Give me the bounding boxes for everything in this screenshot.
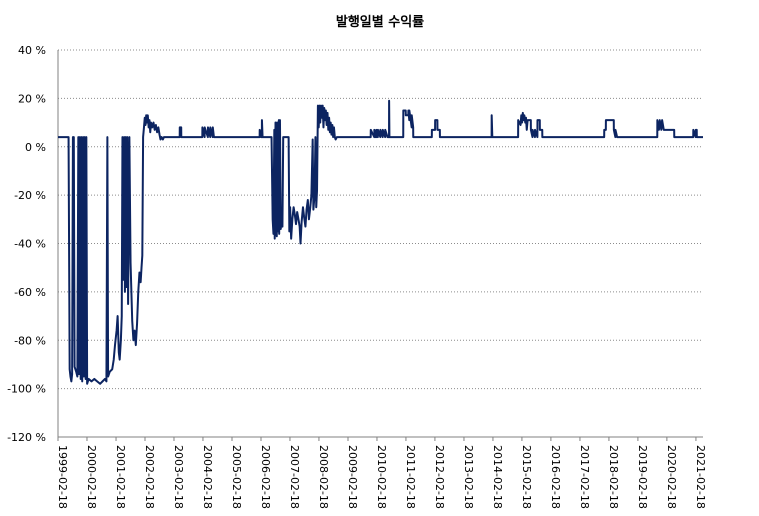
- y-tick-label: -20 %: [14, 189, 46, 202]
- x-tick-label: 2005-02-18: [230, 445, 243, 509]
- x-tick-label: 2003-02-18: [172, 445, 185, 509]
- x-tick-label: 2011-02-18: [404, 445, 417, 509]
- x-tick-label: 2017-02-18: [578, 445, 591, 509]
- y-tick-label: 0 %: [25, 141, 46, 154]
- x-tick-label: 2019-02-18: [636, 445, 649, 509]
- x-tick-label: 2000-02-18: [85, 445, 98, 509]
- x-tick-label: 2001-02-18: [114, 445, 127, 509]
- series-layer: [58, 99, 703, 385]
- y-tick-label: -100 %: [7, 383, 46, 396]
- grid-lines: [58, 49, 703, 390]
- chart-title: 발행일별 수익률: [336, 14, 424, 30]
- x-tick-label: 2006-02-18: [259, 445, 272, 509]
- x-tick-label: 2007-02-18: [288, 445, 301, 509]
- y-tick-label: -80 %: [14, 334, 46, 347]
- x-tick-label: 2020-02-18: [665, 445, 678, 509]
- y-tick-label: 40 %: [18, 44, 46, 57]
- x-tick-label: 2009-02-18: [346, 445, 359, 509]
- x-tick-label: 2004-02-18: [201, 445, 214, 509]
- y-axis-ticks: 40 % 20 % 0 % -20 % -40 % -60 % -80 % -100 % -12…: [7, 44, 46, 444]
- x-tick-label: 2002-02-18: [143, 445, 156, 509]
- x-tick-label: 2021-02-18: [694, 445, 707, 509]
- y-tick-label: 20 %: [18, 92, 46, 105]
- y-tick-label: -120 %: [7, 431, 46, 444]
- x-axis-ticks: 1999-02-18 2000-02-18 2001-02-18 2002-02-18…: [56, 437, 707, 509]
- x-tick-label: 2013-02-18: [462, 445, 475, 509]
- y-tick-label: -60 %: [14, 286, 46, 299]
- x-tick-label: 2014-02-18: [491, 445, 504, 509]
- series-line-0: [58, 99, 703, 385]
- x-tick-label: 2018-02-18: [607, 445, 620, 509]
- x-tick-label: 2015-02-18: [520, 445, 533, 509]
- x-tick-label: 2012-02-18: [433, 445, 446, 509]
- x-tick-label: 2010-02-18: [375, 445, 388, 509]
- x-tick-label: 2016-02-18: [549, 445, 562, 509]
- x-tick-label: 1999-02-18: [56, 445, 69, 509]
- x-tick-label: 2008-02-18: [317, 445, 330, 509]
- y-tick-label: -40 %: [14, 238, 46, 251]
- axes: [57, 50, 703, 438]
